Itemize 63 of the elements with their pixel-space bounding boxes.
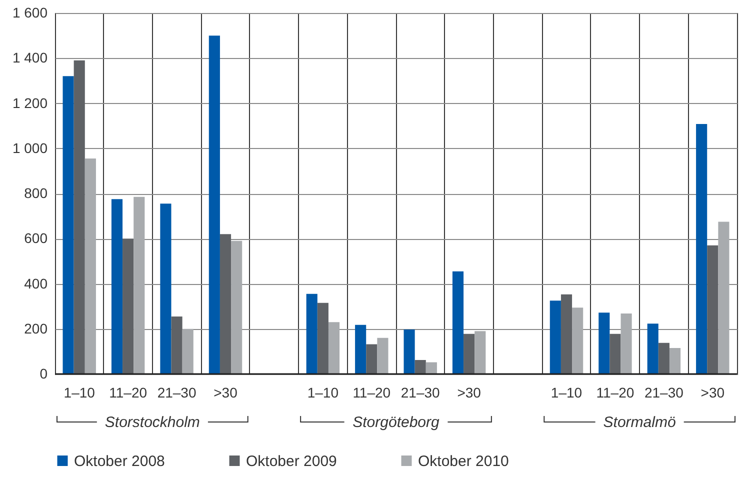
- bar: [696, 124, 708, 374]
- x-tick-label: 21–30: [157, 384, 196, 400]
- bar: [560, 294, 572, 374]
- bar: [426, 362, 437, 374]
- bar: [550, 300, 561, 374]
- x-tick-label: 11–20: [109, 384, 148, 400]
- bar: [84, 158, 96, 374]
- bar: [647, 324, 658, 374]
- bar: [474, 331, 486, 374]
- bar: [134, 196, 145, 374]
- x-tick-label: 1–10: [550, 384, 582, 400]
- x-tick-label: >30: [457, 384, 482, 400]
- bar: [452, 271, 464, 374]
- bar: [122, 238, 134, 374]
- x-tick-label: 1–10: [307, 384, 339, 400]
- bar: [182, 328, 194, 374]
- text: Stormalmö: [603, 414, 676, 431]
- bar: [317, 302, 328, 374]
- bar: [718, 222, 730, 374]
- bar: [366, 344, 378, 374]
- y-tick-label: 800: [24, 185, 48, 201]
- x-tick-label: >30: [214, 384, 238, 400]
- bar: [208, 36, 220, 374]
- bar: [404, 330, 415, 374]
- bar: [160, 204, 172, 374]
- y-tick-label: 1 400: [12, 50, 48, 66]
- x-tick-label: 21–30: [644, 384, 684, 400]
- bar: [231, 240, 242, 374]
- y-tick-label: 1 200: [12, 94, 48, 111]
- x-tick-label: 11–20: [596, 384, 634, 400]
- x-tick-label: >30: [700, 384, 725, 400]
- y-tick-label: 1 600: [12, 4, 48, 20]
- bar: [62, 76, 74, 374]
- legend-label: Oktober 2008: [74, 452, 165, 470]
- legend-label: Oktober 2010: [418, 452, 509, 470]
- bar: [220, 234, 232, 374]
- y-tick-label: 1 000: [12, 140, 48, 156]
- y-tick-label: 400: [24, 275, 48, 292]
- bar: [610, 334, 621, 374]
- y-tick-label: 200: [24, 320, 48, 336]
- text: Storgöteborg: [352, 414, 440, 431]
- x-tick-label: 11–20: [352, 384, 391, 400]
- bar: [669, 348, 681, 374]
- x-tick-label: 21–30: [400, 384, 440, 400]
- legend-label: Oktober 2009: [246, 452, 337, 470]
- bar: [658, 342, 670, 374]
- x-tick-label: 1–10: [64, 384, 96, 400]
- y-tick-label: 0: [40, 366, 48, 382]
- y-tick-label: 600: [24, 230, 48, 246]
- bar: [464, 334, 475, 374]
- bar: [171, 316, 182, 374]
- bar: [355, 324, 366, 374]
- bar: [328, 322, 340, 374]
- bar: [306, 294, 318, 374]
- bar: [572, 308, 584, 374]
- bar: [74, 60, 85, 374]
- bar: [620, 314, 632, 374]
- text: Storstockholm: [104, 414, 200, 431]
- bar: [598, 312, 610, 374]
- bar: [414, 360, 426, 374]
- bar: [111, 199, 123, 374]
- bar: [707, 245, 718, 374]
- bar: [377, 338, 388, 374]
